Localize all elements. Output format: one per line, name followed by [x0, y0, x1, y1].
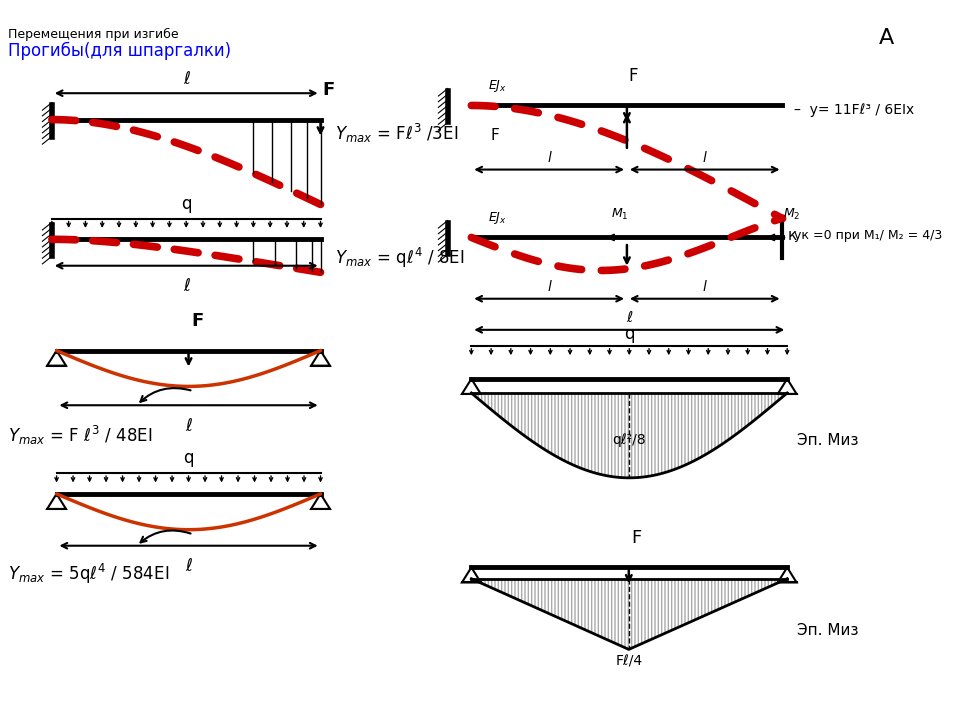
Text: Эп. Миз: Эп. Миз [797, 623, 858, 638]
Text: Fℓ/4: Fℓ/4 [615, 654, 642, 668]
Text: $Y_{max}$ = F$\ell^3$ /3EI: $Y_{max}$ = F$\ell^3$ /3EI [335, 122, 458, 145]
Text: q: q [624, 325, 635, 343]
Text: l: l [547, 151, 551, 165]
Text: yк =0 при M₁/ M₂ = 4/3: yк =0 при M₁/ M₂ = 4/3 [794, 229, 942, 242]
Text: Прогибы(для шпаргалки): Прогибы(для шпаргалки) [8, 41, 230, 60]
Text: Перемещения при изгибе: Перемещения при изгибе [8, 28, 179, 41]
Text: F: F [491, 128, 499, 143]
Text: $Y_{max}$ = q$\ell^4$ / 8EI: $Y_{max}$ = q$\ell^4$ / 8EI [335, 246, 465, 270]
Text: $Y_{max}$ = F $\ell^3$ / 48EI: $Y_{max}$ = F $\ell^3$ / 48EI [8, 424, 152, 447]
Text: q: q [183, 449, 194, 467]
Text: l: l [703, 151, 707, 165]
Text: Эп. Миз: Эп. Миз [797, 433, 858, 448]
Text: $EJ_x$: $EJ_x$ [489, 78, 507, 94]
Text: F: F [191, 312, 204, 330]
Text: к: к [787, 228, 797, 243]
Text: ℓ: ℓ [626, 310, 633, 325]
Text: A: A [878, 28, 894, 48]
Text: ℓ: ℓ [185, 417, 192, 435]
Text: l: l [703, 280, 707, 294]
Text: q: q [180, 195, 191, 213]
Text: –  y= 11Fℓ³ / 6EIx: – y= 11Fℓ³ / 6EIx [794, 103, 914, 117]
Text: ℓ: ℓ [182, 71, 190, 89]
Text: $M_1$: $M_1$ [611, 207, 628, 222]
Text: F: F [323, 81, 335, 99]
Text: ℓ: ℓ [185, 557, 192, 575]
Text: ℓ: ℓ [182, 277, 190, 295]
Text: F: F [632, 528, 642, 546]
Text: F: F [629, 67, 638, 85]
Text: $Y_{max}$ = 5q$\ell^4$ / 584EI: $Y_{max}$ = 5q$\ell^4$ / 584EI [8, 562, 169, 586]
Text: l: l [547, 280, 551, 294]
Text: $EJ_x$: $EJ_x$ [489, 210, 507, 226]
Text: $M_2$: $M_2$ [783, 207, 801, 222]
Text: qℓ²/8: qℓ²/8 [612, 433, 646, 447]
